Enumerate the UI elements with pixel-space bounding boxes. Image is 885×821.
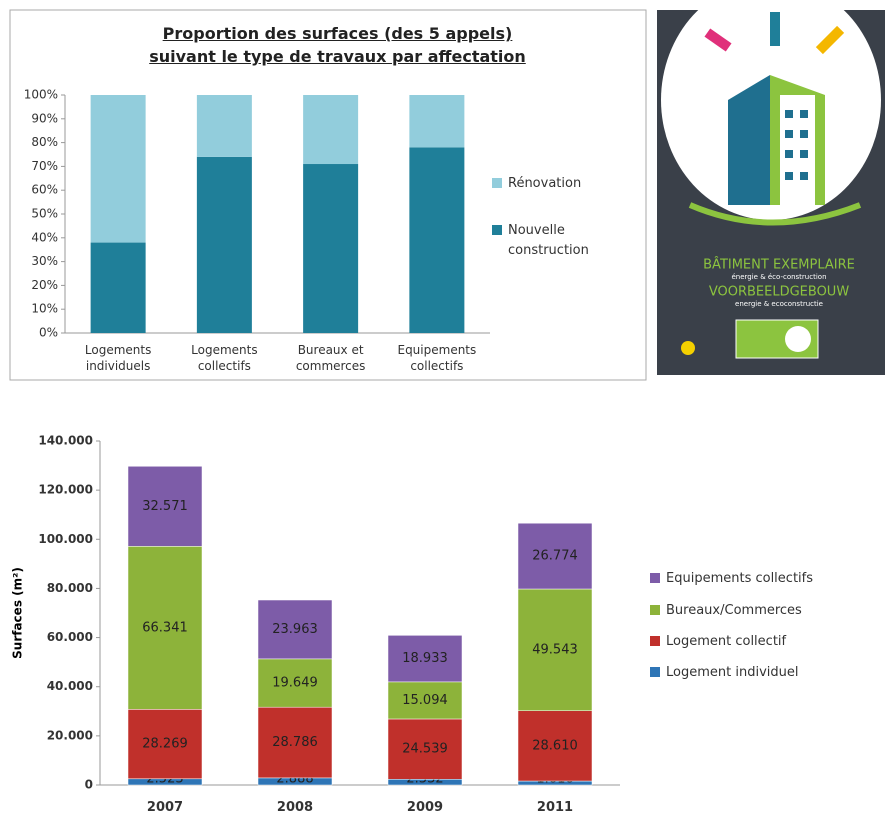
legend-label: Nouvelle construction bbox=[508, 223, 589, 258]
legend-label: Rénovation bbox=[508, 176, 582, 191]
data-label: 24.539 bbox=[402, 742, 448, 757]
y-tick-label: 0% bbox=[39, 326, 58, 340]
legend-swatch bbox=[492, 178, 502, 188]
x-tick-label: 2008 bbox=[276, 800, 314, 815]
logo-ray bbox=[770, 12, 780, 46]
bar-segment bbox=[517, 588, 593, 711]
logo-title-nl: VOORBEELDGEBOUW bbox=[709, 285, 849, 300]
bar-segment bbox=[257, 658, 333, 708]
y-tick-label: 120.000 bbox=[38, 483, 93, 497]
bar-segment bbox=[127, 709, 203, 780]
bar-segment bbox=[303, 95, 359, 165]
bar-segment bbox=[387, 718, 463, 780]
logo-ray bbox=[704, 28, 732, 52]
legend-label: Equipements collectifs bbox=[666, 571, 813, 586]
data-label: 23.963 bbox=[272, 622, 318, 637]
y-tick-label: 90% bbox=[31, 111, 58, 125]
bar-segment bbox=[257, 706, 333, 779]
data-label: 28.269 bbox=[142, 737, 188, 752]
bar-segment bbox=[409, 147, 465, 333]
x-tick-label: Bureaux et commerces bbox=[295, 343, 366, 373]
y-tick-label: 50% bbox=[31, 207, 58, 221]
y-tick-label: 0 bbox=[85, 778, 93, 792]
y-axis-label: Surfaces (m²) bbox=[11, 567, 25, 659]
bar-segment bbox=[196, 95, 252, 157]
legend-swatch bbox=[650, 573, 660, 583]
y-tick-label: 60.000 bbox=[47, 630, 93, 644]
logo: BÂTIMENT EXEMPLAIRE énergie & éco-constr… bbox=[657, 0, 885, 375]
logo-subtitle-nl: energie & ecoconstructie bbox=[735, 300, 823, 308]
bar-segment bbox=[90, 242, 146, 333]
y-tick-label: 100.000 bbox=[38, 532, 93, 546]
bar-segment bbox=[90, 95, 146, 243]
data-label: 15.094 bbox=[402, 693, 448, 708]
data-label: 28.786 bbox=[272, 735, 318, 750]
bar-segment bbox=[127, 546, 203, 710]
data-label: 19.649 bbox=[272, 676, 318, 691]
legend-label: Logement collectif bbox=[666, 634, 787, 649]
y-tick-label: 20% bbox=[31, 278, 58, 292]
data-label: 49.543 bbox=[532, 642, 578, 657]
x-tick-label: Logements collectifs bbox=[191, 343, 258, 373]
y-tick-label: 100% bbox=[24, 88, 58, 102]
y-tick-label: 30% bbox=[31, 254, 58, 268]
legend-swatch bbox=[650, 636, 660, 646]
bar-segment bbox=[409, 95, 465, 148]
y-tick-label: 10% bbox=[31, 302, 58, 316]
legend-swatch bbox=[650, 667, 660, 677]
y-tick-label: 80.000 bbox=[47, 581, 93, 595]
logo-subtitle: énergie & éco-construction bbox=[731, 273, 826, 281]
data-label: 26.774 bbox=[532, 549, 578, 564]
y-tick-label: 40.000 bbox=[47, 679, 93, 693]
y-tick-label: 80% bbox=[31, 135, 58, 149]
logo-swoosh bbox=[688, 202, 862, 226]
chart-title: Proportion des surfaces (des 5 appels) s… bbox=[149, 24, 526, 67]
bar-segment bbox=[127, 466, 203, 547]
logo-ray bbox=[815, 25, 845, 55]
x-tick-label: 2011 bbox=[536, 800, 574, 815]
data-label: 18.933 bbox=[402, 651, 448, 666]
bar-segment bbox=[387, 681, 463, 720]
y-tick-label: 70% bbox=[31, 159, 58, 173]
logo-badge-icon bbox=[785, 326, 811, 352]
y-tick-label: 40% bbox=[31, 230, 58, 244]
data-label: 28.610 bbox=[532, 738, 578, 753]
y-tick-label: 140.000 bbox=[38, 434, 93, 448]
data-label: 32.571 bbox=[142, 499, 188, 514]
bar-segment bbox=[517, 522, 593, 590]
data-label: 66.341 bbox=[142, 620, 188, 635]
logo-building bbox=[728, 75, 770, 205]
bar-segment bbox=[257, 599, 333, 660]
legend-label: Bureaux/Commerces bbox=[666, 603, 802, 618]
y-tick-label: 60% bbox=[31, 183, 58, 197]
logo-mascot bbox=[681, 341, 695, 355]
bar-segment bbox=[387, 635, 463, 683]
bar-segment bbox=[303, 164, 359, 333]
logo-title: BÂTIMENT EXEMPLAIRE bbox=[703, 257, 855, 273]
bar-segment bbox=[196, 156, 252, 333]
x-tick-label: Logements individuels bbox=[84, 343, 152, 373]
logo-windows bbox=[785, 110, 808, 180]
y-tick-label: 20.000 bbox=[47, 728, 93, 742]
x-tick-label: 2009 bbox=[406, 800, 444, 815]
legend-swatch bbox=[650, 605, 660, 615]
x-tick-label: Equipements collectifs bbox=[397, 343, 477, 373]
bar-segment bbox=[517, 710, 593, 782]
legend-swatch bbox=[492, 225, 502, 235]
legend-label: Logement individuel bbox=[666, 665, 799, 680]
x-tick-label: 2007 bbox=[146, 800, 184, 815]
